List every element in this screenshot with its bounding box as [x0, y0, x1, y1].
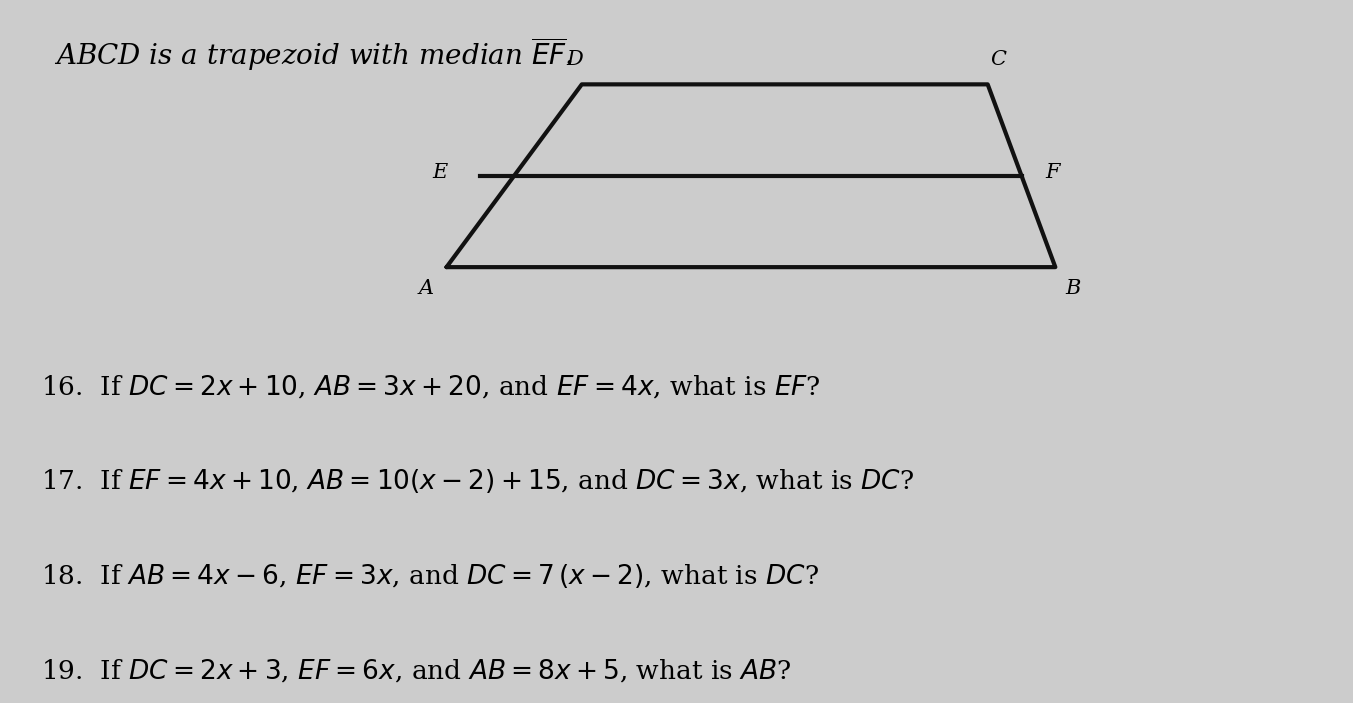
Text: 18.  If $AB = 4x-6$, $EF = 3x$, and $DC = 7\,(x-2)$, what is $DC$?: 18. If $AB = 4x-6$, $EF = 3x$, and $DC =…	[41, 562, 819, 591]
Text: E: E	[432, 162, 448, 182]
Text: A: A	[418, 278, 434, 298]
Text: F: F	[1046, 162, 1059, 182]
Text: ABCD is a trapezoid with median $\overline{EF}$.: ABCD is a trapezoid with median $\overli…	[54, 35, 574, 73]
Text: 17.  If $EF = 4x+10$, $AB = 10(x-2)+15$, and $DC = 3x$, what is $DC$?: 17. If $EF = 4x+10$, $AB = 10(x-2)+15$, …	[41, 467, 913, 496]
Text: B: B	[1065, 278, 1081, 298]
Text: 16.  If $DC = 2x+10$, $AB = 3x+20$, and $EF = 4x$, what is $EF$?: 16. If $DC = 2x+10$, $AB = 3x+20$, and $…	[41, 373, 820, 399]
Text: 19.  If $DC = 2x+3$, $EF = 6x$, and $AB = 8x+5$, what is $AB$?: 19. If $DC = 2x+3$, $EF = 6x$, and $AB =…	[41, 657, 792, 684]
Text: C: C	[990, 50, 1007, 70]
Text: D: D	[567, 50, 583, 70]
